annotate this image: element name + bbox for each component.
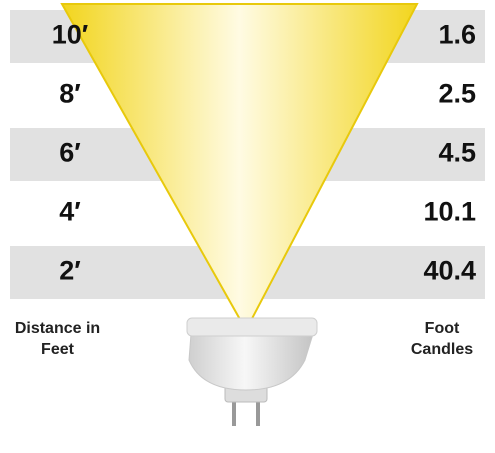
beam-diagram: 10′ 1.6 8′ 2.5 6′ 4.5 4′ 10.1 2′ 40.4 — [0, 0, 495, 453]
bulb-lens — [187, 318, 317, 336]
foot-candles: 2.5 — [438, 79, 476, 109]
bulb — [187, 318, 317, 426]
distance: 8′ — [59, 79, 81, 109]
foot-candles: 1.6 — [438, 20, 476, 50]
foot-candles: 4.5 — [438, 138, 476, 168]
bulb-body — [189, 334, 313, 390]
page: 10′ 1.6 8′ 2.5 6′ 4.5 4′ 10.1 2′ 40.4 Distance in… — [0, 0, 495, 453]
foot-candles: 10.1 — [423, 197, 476, 227]
foot-candles: 40.4 — [423, 256, 476, 286]
distance: 6′ — [59, 138, 81, 168]
distance-label: Distance in Feet — [10, 318, 105, 360]
distance: 2′ — [59, 256, 81, 286]
distance: 4′ — [59, 197, 81, 227]
infographic: 10′ 1.6 8′ 2.5 6′ 4.5 4′ 10.1 2′ 40.4 Distance in… — [0, 0, 495, 453]
distance: 10′ — [52, 20, 89, 50]
foot-candles-label: Foot Candles — [392, 318, 492, 360]
